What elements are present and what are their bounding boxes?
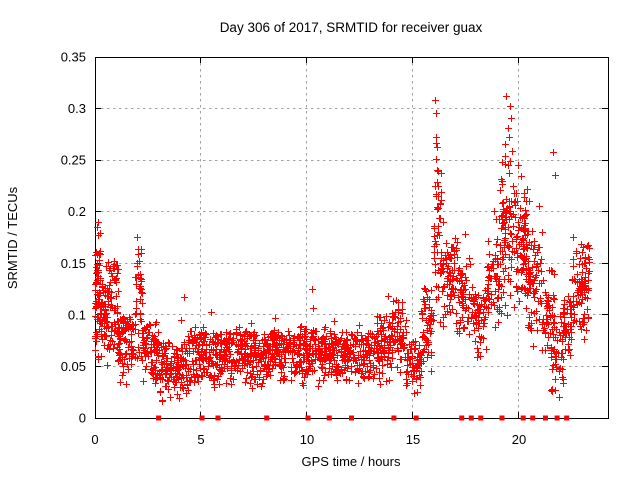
y-tick-label: 0.05 xyxy=(61,359,86,374)
baseline-square-marker xyxy=(413,415,419,421)
y-axis-label: SRMTID / TECUs xyxy=(5,186,20,289)
data-points xyxy=(92,93,593,405)
chart-title: Day 306 of 2017, SRMTID for receiver gua… xyxy=(220,20,483,35)
baseline-square-marker xyxy=(530,415,536,421)
baseline-square-marker xyxy=(564,415,570,421)
baseline-square-marker xyxy=(542,415,548,421)
x-tick-label: 5 xyxy=(197,432,204,447)
baseline-square-marker xyxy=(478,415,484,421)
baseline-square-marker xyxy=(391,415,397,421)
x-tick-label: 10 xyxy=(300,432,314,447)
y-tick-label: 0.3 xyxy=(68,101,86,116)
x-tick-label: 0 xyxy=(91,432,98,447)
baseline-square-marker xyxy=(554,415,560,421)
tick-labels: 0 0.05 0.1 0.15 0.2 0.25 0.3 0.35 0 5 10 15 20 xyxy=(61,50,527,448)
baseline-square-marker xyxy=(305,415,311,421)
y-tick-label: 0.35 xyxy=(61,50,86,65)
y-tick-label: 0.15 xyxy=(61,256,86,271)
grid-lines xyxy=(95,57,608,418)
baseline-square-marker xyxy=(199,415,205,421)
baseline-square-marker xyxy=(499,415,505,421)
x-axis-label: GPS time / hours xyxy=(302,454,401,469)
baseline-square-marker xyxy=(264,415,270,421)
y-tick-label: 0 xyxy=(79,411,86,426)
y-tick-label: 0.25 xyxy=(61,153,86,168)
baseline-markers xyxy=(156,415,570,421)
baseline-square-marker xyxy=(326,415,332,421)
x-tick-label: 20 xyxy=(512,432,526,447)
x-tick-label: 15 xyxy=(406,432,420,447)
baseline-square-marker xyxy=(156,415,162,421)
y-tick-label: 0.2 xyxy=(68,204,86,219)
baseline-square-marker xyxy=(468,415,474,421)
baseline-square-marker xyxy=(459,415,465,421)
baseline-square-marker xyxy=(349,415,354,421)
baseline-square-marker xyxy=(520,415,526,421)
y-tick-label: 0.1 xyxy=(68,307,86,322)
baseline-square-marker xyxy=(215,415,221,421)
